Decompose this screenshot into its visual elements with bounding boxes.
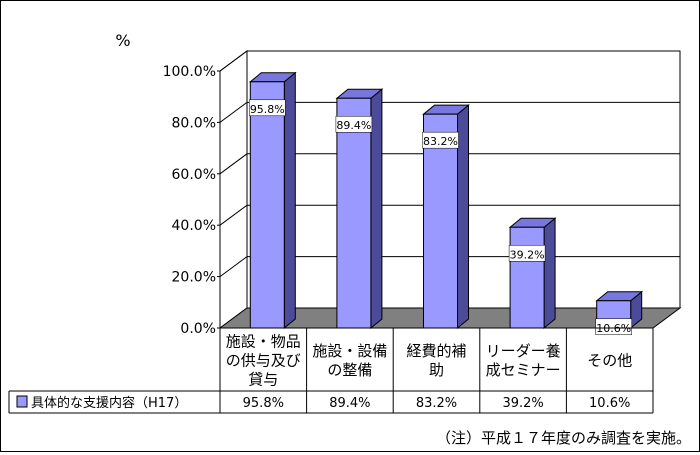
bar-side [370,88,383,330]
bar-side [283,71,296,330]
category-label: の供与及び [226,352,301,370]
category-label: 施設・設備 [312,342,387,360]
y-tick-label: 40.0% [172,218,216,234]
table-value: 39.2% [502,396,543,411]
legend-label: 具体的な支援内容（H17） [31,395,187,411]
category-label: の整備 [327,361,372,379]
legend-swatch [16,395,28,408]
y-tick-label: 0.0% [180,321,216,337]
gridline [219,101,680,123]
data-label: 95.8% [250,103,285,116]
data-label-box [595,318,632,336]
data-label-box [508,245,546,262]
footnote: （注）平成１７年度のみ調査を実施。 [436,429,691,447]
category-label: 助 [429,361,444,379]
table-value: 83.2% [416,396,457,411]
category-label: 貸与 [248,371,278,389]
data-label: 39.2% [510,248,545,261]
y-unit-label: % [115,31,130,50]
category-label: 経費的補 [406,342,466,360]
table-value: 95.8% [243,396,284,411]
y-tick-label: 80.0% [172,115,216,131]
data-label-box [422,131,459,149]
bar-side [543,217,556,330]
data-label: 83.2% [423,135,458,148]
side-wall [219,50,248,329]
y-tick-label: 100.0% [163,64,216,80]
category-label: リーダー養 [486,342,561,360]
category-label: 成セミナー [486,361,561,379]
gridline [219,153,680,175]
table-value: 89.4% [329,396,370,411]
data-label-box [249,99,286,117]
gridline [219,204,680,226]
category-label: 施設・物品 [226,333,301,351]
y-tick-label: 20.0% [172,270,216,286]
category-label: その他 [587,352,632,370]
y-tick-label: 60.0% [172,167,216,183]
bar [336,97,372,329]
bar [249,81,285,329]
bar-side [457,104,469,330]
gridline [219,50,680,72]
data-label-box [335,115,373,133]
bar [509,226,545,329]
table-value: 10.6% [589,396,630,411]
data-label: 89.4% [336,119,371,132]
bar [423,113,458,329]
